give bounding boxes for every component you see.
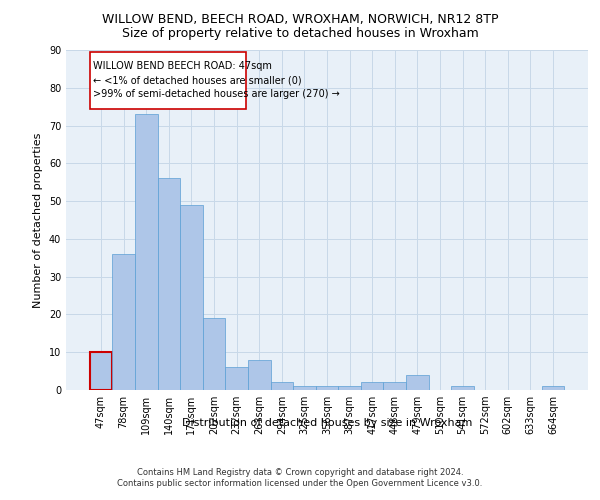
Bar [451,386,474,390]
Bar [316,386,338,390]
Text: WILLOW BEND, BEECH ROAD, WROXHAM, NORWICH, NR12 8TP: WILLOW BEND, BEECH ROAD, WROXHAM, NORWIC… [102,12,498,26]
Text: Distribution of detached houses by size in Wroxham: Distribution of detached houses by size … [182,418,472,428]
Text: Size of property relative to detached houses in Wroxham: Size of property relative to detached ho… [122,28,478,40]
Bar [226,368,248,390]
Bar [542,386,564,390]
Bar [293,386,316,390]
Bar [361,382,383,390]
Bar [112,254,135,390]
Bar [406,375,428,390]
Bar [90,352,112,390]
Text: WILLOW BEND BEECH ROAD: 47sqm
← <1% of detached houses are smaller (0)
>99% of s: WILLOW BEND BEECH ROAD: 47sqm ← <1% of d… [93,61,340,99]
Bar [248,360,271,390]
Text: Contains HM Land Registry data © Crown copyright and database right 2024.
Contai: Contains HM Land Registry data © Crown c… [118,468,482,487]
Bar [271,382,293,390]
Bar [338,386,361,390]
FancyBboxPatch shape [90,52,245,108]
Bar [180,205,203,390]
Bar [383,382,406,390]
Bar [203,318,226,390]
Bar [135,114,158,390]
Y-axis label: Number of detached properties: Number of detached properties [33,132,43,308]
Bar [158,178,180,390]
